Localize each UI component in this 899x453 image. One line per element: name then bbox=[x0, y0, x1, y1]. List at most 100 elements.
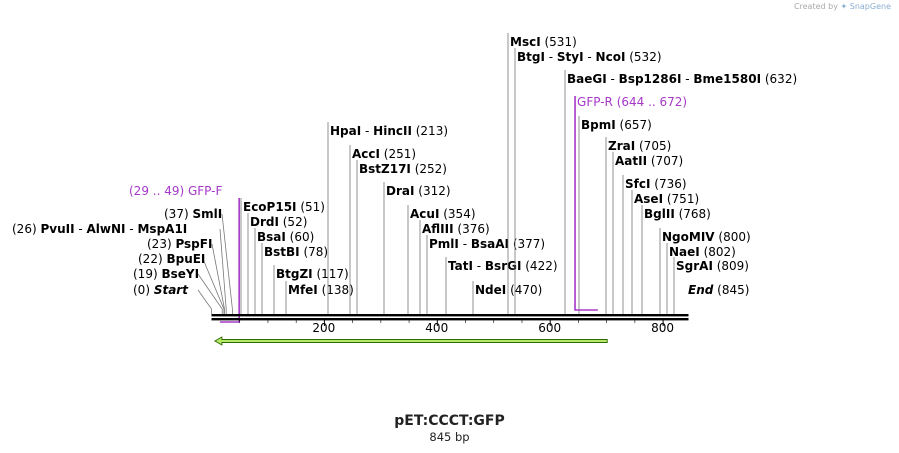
enzyme-end: End bbox=[688, 283, 714, 297]
site-position: (78) bbox=[300, 245, 328, 259]
site-position: (37) bbox=[164, 207, 192, 221]
enzyme-pmli: PmlI bbox=[429, 237, 459, 251]
site-position: (705) bbox=[635, 139, 671, 153]
site-label-809: SgrAI (809) bbox=[676, 259, 749, 273]
leader-line-22 bbox=[202, 258, 225, 314]
enzyme-bsp1286i: Bsp1286I bbox=[619, 72, 682, 86]
site-label-138: MfeI (138) bbox=[288, 283, 354, 297]
enzyme-bpuei: BpuEI bbox=[166, 252, 205, 266]
site-position: (802) bbox=[700, 245, 736, 259]
site-position: (736) bbox=[650, 177, 686, 191]
site-label-37: (37) SmlI bbox=[164, 207, 222, 221]
enzyme-bme1580i: Bme1580I bbox=[693, 72, 761, 86]
primer-reverse-bar bbox=[574, 96, 598, 311]
leader-line-26 bbox=[219, 228, 227, 314]
enzyme-afliii: AflIII bbox=[422, 222, 454, 236]
site-position: (800) bbox=[715, 230, 751, 244]
plasmid-length: 845 bp bbox=[429, 430, 470, 444]
enzyme-naei: NaeI bbox=[669, 245, 700, 259]
enzyme-sgrai: SgrAI bbox=[676, 259, 713, 273]
site-position: (251) bbox=[380, 147, 416, 161]
enzyme-ecop15i: EcoP15I bbox=[243, 200, 297, 214]
site-label-768: BglII (768) bbox=[644, 207, 711, 221]
site-label-377: PmlI - BsaAI (377) bbox=[429, 237, 545, 251]
site-position: (213) bbox=[412, 124, 448, 138]
site-position: (0) bbox=[133, 283, 154, 297]
site-label-213: HpaI - HincII (213) bbox=[330, 124, 448, 138]
name-separator: - bbox=[584, 50, 596, 64]
name-separator: - bbox=[545, 50, 557, 64]
site-position: (26) bbox=[12, 222, 40, 236]
tick-label-600: 600 bbox=[538, 321, 561, 335]
enzyme-aatii: AatII bbox=[615, 154, 647, 168]
site-label-800: NgoMIV (800) bbox=[662, 230, 751, 244]
enzyme-pspfi: PspFI bbox=[175, 237, 212, 251]
enzyme-ngomiv: NgoMIV bbox=[662, 230, 715, 244]
enzyme-alwni: AlwNI bbox=[87, 222, 126, 236]
site-label-707: AatII (707) bbox=[615, 154, 683, 168]
site-position: (657) bbox=[616, 118, 652, 132]
site-label-736: SfcI (736) bbox=[625, 177, 687, 191]
enzyme-mspa1i: MspA1I bbox=[137, 222, 187, 236]
enzyme-bsrgi: BsrGI bbox=[485, 259, 522, 273]
enzyme-drai: DraI bbox=[386, 184, 414, 198]
name-separator: - bbox=[681, 72, 693, 86]
enzyme-pvuii: PvuII bbox=[40, 222, 74, 236]
site-position: (138) bbox=[318, 283, 354, 297]
site-position: (252) bbox=[411, 162, 447, 176]
site-position: (532) bbox=[625, 50, 661, 64]
name-separator: - bbox=[361, 124, 373, 138]
site-position: (422) bbox=[521, 259, 557, 273]
name-separator: - bbox=[473, 259, 485, 273]
tick-label-400: 400 bbox=[425, 321, 448, 335]
site-position: (52) bbox=[279, 215, 307, 229]
enzyme-zrai: ZraI bbox=[608, 139, 635, 153]
site-position: (845) bbox=[713, 283, 749, 297]
enzyme-bpmi: BpmI bbox=[581, 118, 616, 132]
enzyme-acui: AcuI bbox=[410, 207, 439, 221]
enzyme-bstbi: BstBI bbox=[264, 245, 300, 259]
site-label-60: BsaI (60) bbox=[257, 230, 314, 244]
enzyme-bglii: BglII bbox=[644, 207, 675, 221]
site-label-0: (0) Start bbox=[133, 283, 189, 297]
enzyme-asei: AseI bbox=[634, 192, 663, 206]
site-position: (354) bbox=[439, 207, 475, 221]
watermark: Created by ✦ SnapGene bbox=[793, 2, 891, 11]
enzyme-hpai: HpaI bbox=[330, 124, 361, 138]
site-label-532: BtgI - StyI - NcoI (532) bbox=[517, 50, 662, 64]
enzyme-tati: TatI bbox=[448, 259, 473, 273]
enzyme-sfci: SfcI bbox=[625, 177, 650, 191]
site-position: (377) bbox=[509, 237, 545, 251]
site-label-22: (22) BpuEI bbox=[138, 252, 205, 266]
enzyme-msci: MscI bbox=[510, 35, 541, 49]
site-label-23: (23) PspFI bbox=[147, 237, 212, 251]
site-label-376: AflIII (376) bbox=[422, 222, 490, 236]
enzyme-drdi: DrdI bbox=[250, 215, 279, 229]
enzyme-mfei: MfeI bbox=[288, 283, 318, 297]
site-position: (531) bbox=[541, 35, 577, 49]
gfp-feature-arrow bbox=[213, 336, 608, 346]
primer-forward-bar bbox=[219, 198, 240, 323]
site-label-252: BstZ17I (252) bbox=[359, 162, 447, 176]
leader-line-19 bbox=[197, 273, 223, 314]
site-position: (376) bbox=[454, 222, 490, 236]
name-separator: - bbox=[75, 222, 87, 236]
site-position: (632) bbox=[761, 72, 797, 86]
name-separator: - bbox=[459, 237, 471, 251]
enzyme-styi: StyI bbox=[557, 50, 584, 64]
site-label-26: (26) PvuII - AlwNI - MspA1I bbox=[12, 222, 187, 236]
site-position: (312) bbox=[414, 184, 450, 198]
site-label-312: DraI (312) bbox=[386, 184, 451, 198]
site-label-751: AseI (751) bbox=[634, 192, 699, 206]
enzyme-baegi: BaeGI bbox=[567, 72, 607, 86]
enzyme-bstz17i: BstZ17I bbox=[359, 162, 411, 176]
site-position: (751) bbox=[663, 192, 699, 206]
enzyme-ndei: NdeI bbox=[475, 283, 506, 297]
site-label-802: NaeI (802) bbox=[669, 245, 736, 259]
site-label-705: ZraI (705) bbox=[608, 139, 671, 153]
backbone-bottom bbox=[211, 318, 689, 321]
site-label-251: AccI (251) bbox=[352, 147, 416, 161]
name-separator: - bbox=[607, 72, 619, 86]
